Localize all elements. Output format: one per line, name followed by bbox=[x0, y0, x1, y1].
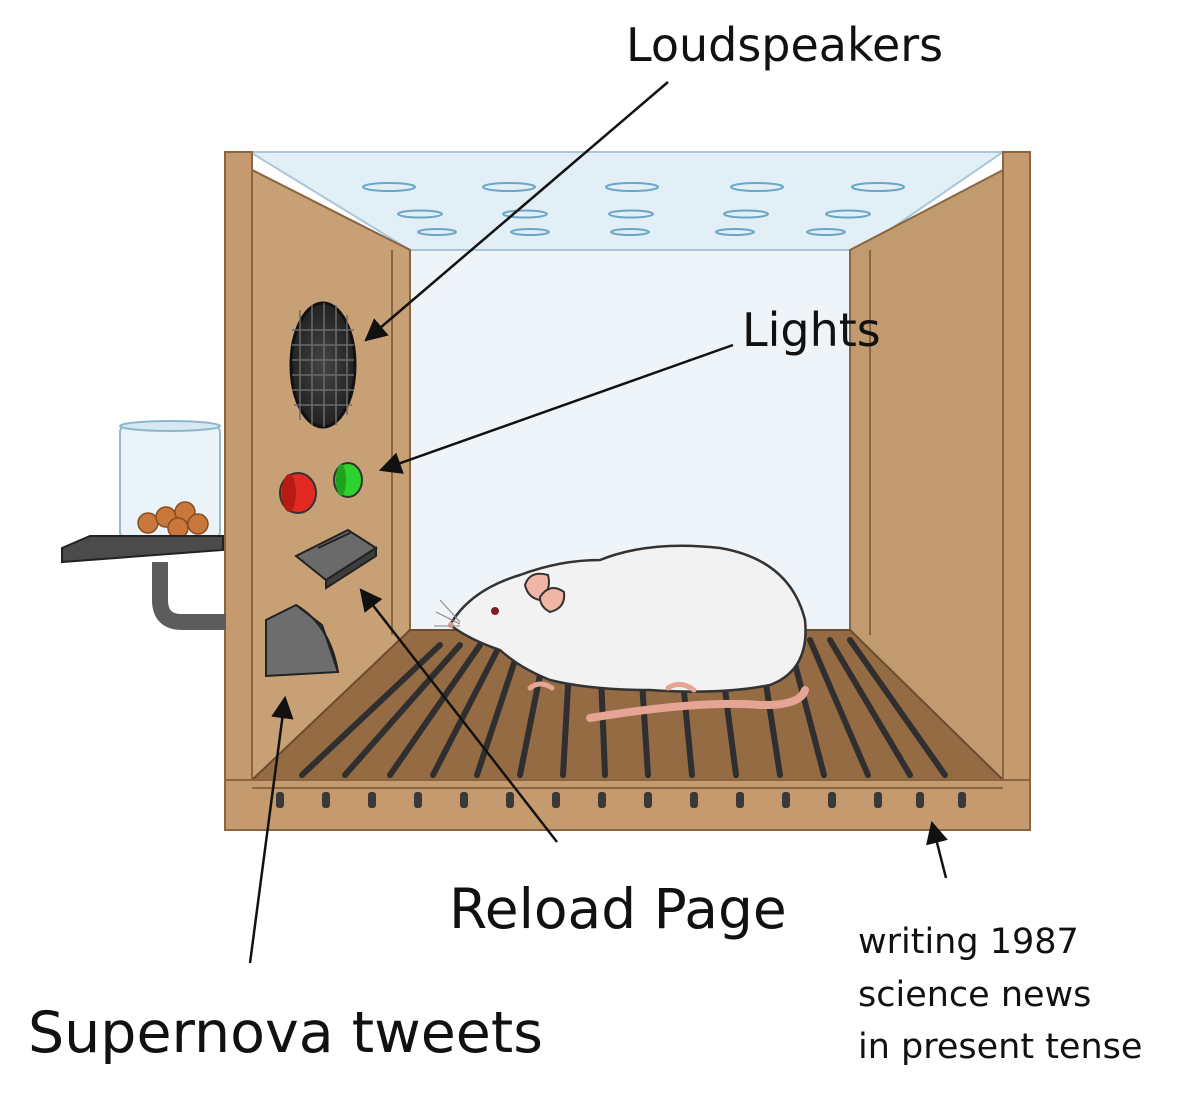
shelf bbox=[61, 535, 224, 564]
note-line-1: writing 1987 bbox=[858, 922, 1079, 962]
arrow-loudspeakers bbox=[364, 81, 669, 342]
lever-icon bbox=[294, 528, 378, 590]
pellet-jar-icon bbox=[61, 420, 226, 630]
right-wall-edge bbox=[1002, 151, 1031, 831]
arrow-supernova bbox=[248, 695, 294, 964]
label-reload-page: Reload Page bbox=[449, 877, 787, 941]
arrow-note bbox=[926, 820, 948, 879]
label-lights: Lights bbox=[742, 303, 881, 357]
note-line-2: science news bbox=[858, 974, 1092, 1015]
label-supernova-tweets: Supernova tweets bbox=[28, 1000, 543, 1066]
label-note: writing 1987 science news in present ten… bbox=[858, 916, 1198, 1074]
label-loudspeakers: Loudspeakers bbox=[626, 18, 944, 72]
arrow-lights bbox=[378, 343, 734, 474]
speaker-grille-icon bbox=[289, 301, 357, 429]
feed-tube bbox=[152, 562, 226, 630]
green-light-icon bbox=[333, 462, 363, 498]
ceiling-holes bbox=[362, 182, 905, 236]
red-light-icon bbox=[279, 472, 317, 514]
note-line-3: in present tense bbox=[858, 1027, 1143, 1067]
arrow-reload bbox=[359, 588, 558, 843]
food-tray-icon bbox=[265, 603, 340, 678]
annotation-arrows bbox=[248, 81, 948, 964]
rod-ends bbox=[276, 792, 966, 808]
rat-icon bbox=[434, 544, 809, 722]
